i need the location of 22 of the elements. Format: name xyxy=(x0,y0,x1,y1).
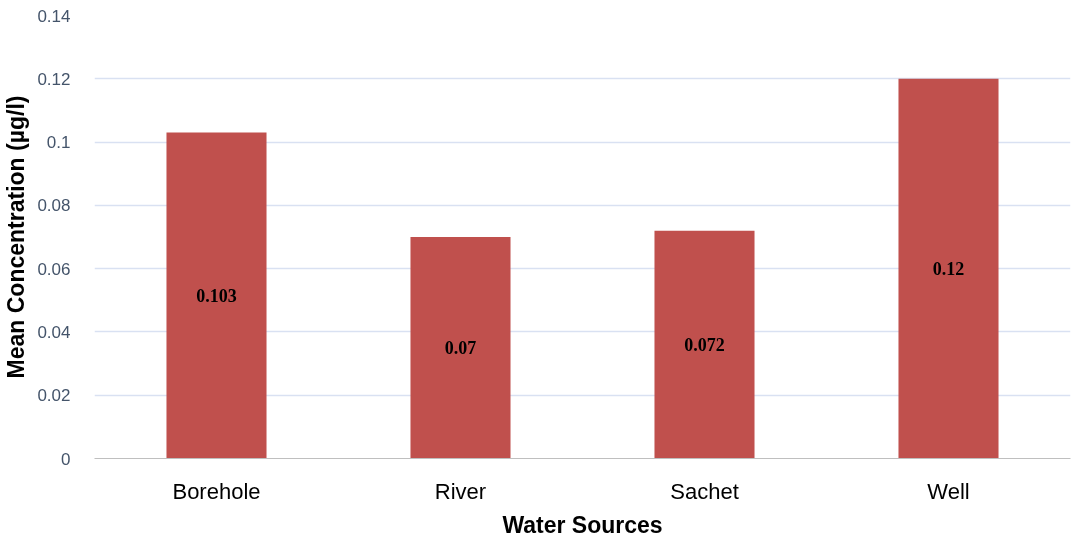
data-label: 0.07 xyxy=(444,338,477,359)
data-label: 0.103 xyxy=(196,286,237,307)
y-tick-label: 0.06 xyxy=(37,259,71,279)
x-tick-label: Borehole xyxy=(172,478,261,504)
data-label: 0.072 xyxy=(684,335,725,356)
x-tick-label: Sachet xyxy=(670,478,739,504)
x-tick-label: Well xyxy=(927,478,970,504)
y-tick-label: 0.02 xyxy=(37,386,71,406)
x-tick-label: River xyxy=(434,478,487,504)
bar xyxy=(166,132,267,459)
bar xyxy=(654,230,755,459)
data-label: 0.12 xyxy=(932,259,965,280)
y-tick-label: 0.1 xyxy=(46,133,71,153)
y-tick-label: 0 xyxy=(61,449,71,469)
y-tick-label: 0.04 xyxy=(37,322,71,342)
y-tick-label: 0.14 xyxy=(37,6,71,26)
y-tick-label: 0.12 xyxy=(37,69,71,89)
bar xyxy=(898,78,999,459)
x-axis-title: Water Sources xyxy=(502,511,663,538)
y-tick-label: 0.08 xyxy=(37,196,71,216)
bar xyxy=(410,237,511,459)
y-axis-title: Mean Concentration (µg/l) xyxy=(3,95,30,379)
